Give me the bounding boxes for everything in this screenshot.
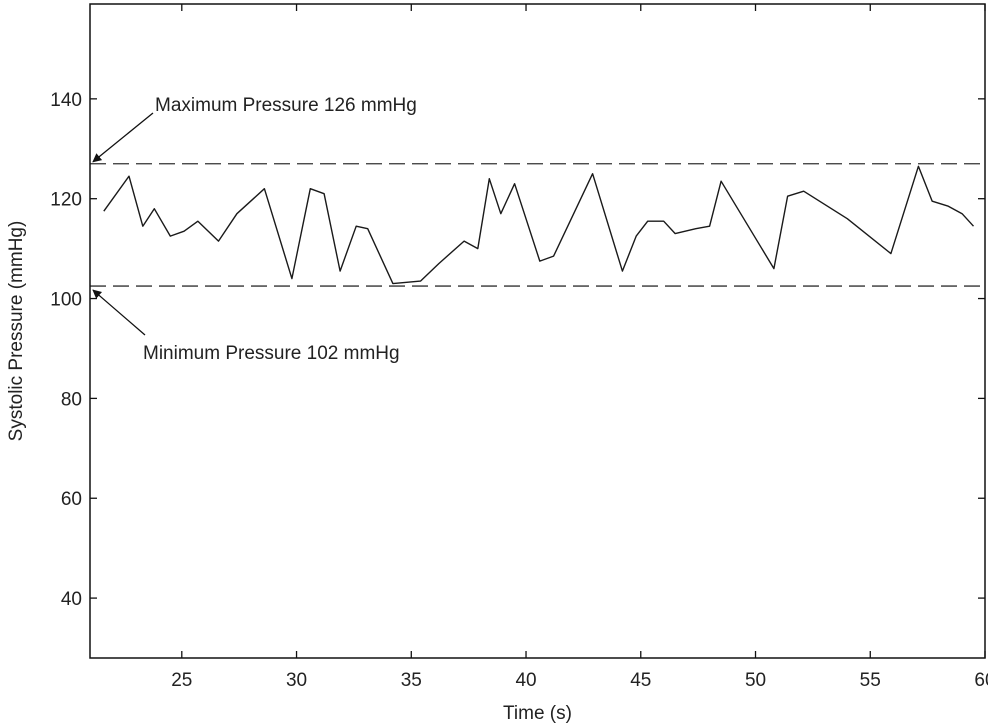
plot-frame: [89, 3, 986, 659]
data-series: [103, 165, 975, 285]
reference-lines: [90, 163, 985, 287]
x-tick-label: 35: [401, 670, 422, 691]
x-tick-label: 50: [745, 670, 766, 691]
min-pressure-label: Minimum Pressure 102 mmHg: [143, 343, 400, 364]
axis-ticks: 25 30 35 40 45 50 55 60 40 60 80 100 120 140: [50, 4, 988, 691]
y-tick-label: 40: [61, 589, 82, 610]
annotation-arrow: [92, 289, 146, 336]
x-tick-label: 60: [974, 670, 988, 691]
x-tick-label: 40: [515, 670, 536, 691]
x-axis-title: Time (s): [503, 703, 572, 724]
x-tick-label: 55: [860, 670, 881, 691]
annotations: Maximum Pressure 126 mmHg Minimum Pressur…: [92, 95, 417, 364]
x-tick-label: 25: [171, 670, 192, 691]
y-tick-label: 60: [61, 489, 82, 510]
max-pressure-label: Maximum Pressure 126 mmHg: [155, 95, 417, 116]
x-tick-label: 30: [286, 670, 307, 691]
y-tick-label: 140: [50, 90, 82, 111]
x-tick-label: 45: [630, 670, 651, 691]
y-tick-label: 100: [50, 290, 82, 311]
systolic-pressure-line: [103, 165, 975, 285]
y-tick-label: 120: [50, 190, 82, 211]
annotation-arrow: [92, 112, 154, 163]
y-axis-title: Systolic Pressure (mmHg): [6, 221, 27, 442]
y-tick-label: 80: [61, 389, 82, 410]
